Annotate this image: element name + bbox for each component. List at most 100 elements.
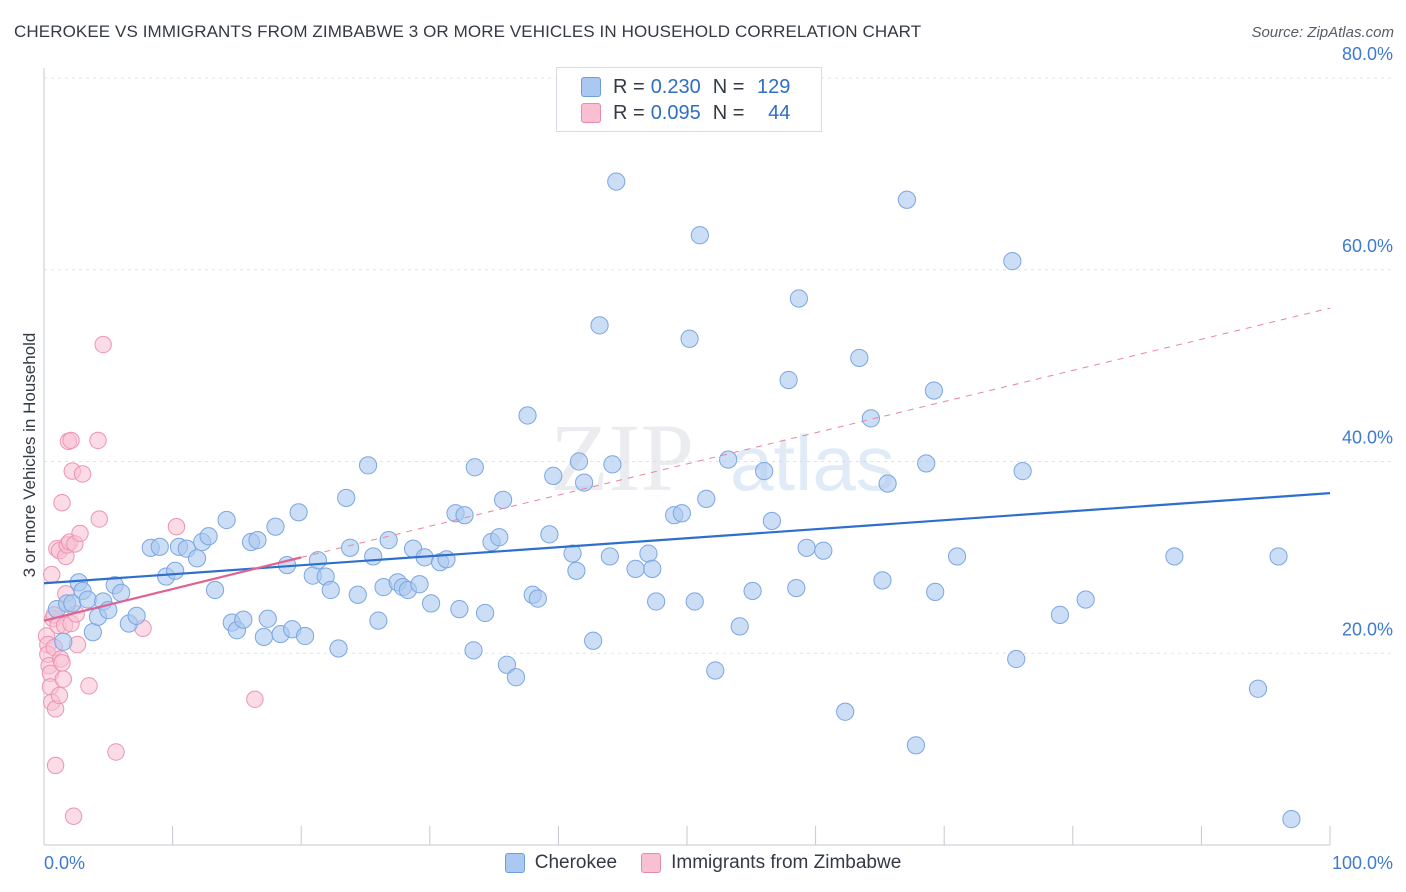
data-point (64, 807, 83, 825)
data-point (528, 589, 547, 608)
data-point (706, 661, 725, 680)
data-point (83, 623, 102, 642)
data-point (719, 450, 738, 469)
data-point (167, 517, 186, 536)
data-point (54, 670, 72, 688)
r-value: 0.095 (650, 101, 701, 124)
data-point (234, 610, 253, 629)
data-point (50, 686, 69, 705)
data-point (46, 756, 65, 775)
data-point (455, 506, 474, 525)
data-point (544, 466, 563, 485)
data-point (814, 541, 833, 560)
data-point (506, 668, 526, 687)
data-point (437, 550, 456, 569)
data-point (639, 544, 658, 563)
data-point (421, 594, 441, 613)
data-point (755, 461, 774, 481)
data-point (603, 455, 622, 474)
data-point (54, 632, 73, 651)
source-note: Source: ZipAtlas.com (1251, 24, 1394, 41)
trend-lines (43, 307, 1331, 622)
data-point (878, 474, 897, 493)
legend-item-cherokee[interactable]: Cherokee (504, 852, 618, 874)
zimbabwe-swatch (641, 853, 662, 873)
data-point (266, 517, 285, 536)
data-point (743, 581, 762, 601)
data-point (685, 592, 704, 611)
n-key: N = (712, 75, 745, 98)
data-point (107, 743, 125, 761)
data-point (379, 531, 398, 550)
data-point (497, 655, 517, 674)
data-point (62, 431, 80, 450)
r-value: 0.230 (650, 75, 701, 98)
data-point (43, 565, 61, 584)
series-immigrants-from-zimbabwe (37, 335, 264, 825)
data-point (873, 571, 892, 590)
data-point (567, 561, 586, 580)
data-point (289, 503, 308, 522)
tick-labels: 20.0% 40.0% 60.0% 80.0% 0.0% 100.0% (44, 44, 1393, 873)
legend-label: Cherokee (534, 852, 618, 873)
data-point (364, 547, 383, 566)
r-key: R = (613, 101, 645, 124)
stats-row-zimbabwe: R = 0.095 N = 44 (581, 101, 790, 125)
data-point (1003, 252, 1022, 271)
data-point (779, 370, 798, 390)
stats-legend: R = 0.230 N = 129 R = 0.095 N = 44 (556, 67, 822, 132)
data-point (926, 582, 945, 601)
y-tick-label: 80.0% (1342, 44, 1393, 64)
data-point (465, 458, 484, 477)
data-point (295, 626, 315, 646)
data-point (494, 490, 513, 509)
data-point (246, 690, 264, 708)
data-point (518, 406, 537, 425)
data-point (836, 702, 855, 721)
data-point (112, 583, 131, 602)
series-legend: Cherokee Immigrants from Zimbabwe (0, 852, 1406, 874)
data-point (680, 329, 699, 348)
data-point (787, 578, 806, 598)
data-point (348, 585, 367, 604)
data-point (690, 226, 709, 245)
y-tick-label: 60.0% (1342, 236, 1393, 256)
y-tick-label: 20.0% (1342, 619, 1393, 639)
n-value: 129 (757, 75, 791, 98)
data-point (464, 641, 483, 660)
cherokee-swatch (504, 853, 525, 873)
data-point (89, 431, 107, 450)
stats-row-cherokee: R = 0.230 N = 129 (581, 75, 790, 99)
data-point (762, 511, 781, 531)
data-point (861, 409, 880, 428)
y-tick-label: 40.0% (1342, 428, 1393, 448)
data-point (626, 559, 645, 578)
data-point (248, 531, 267, 550)
legend-item-zimbabwe[interactable]: Immigrants from Zimbabwe (641, 852, 901, 874)
data-point (672, 504, 691, 523)
watermark: ZIP atlas (550, 404, 895, 511)
data-point (917, 454, 936, 473)
data-point (697, 489, 716, 508)
data-point (797, 538, 816, 557)
data-point (1013, 461, 1032, 481)
data-point (1165, 547, 1184, 566)
trend-line-zimbabwe (43, 556, 302, 622)
data-point (1076, 590, 1095, 609)
data-point (321, 580, 340, 600)
data-point (850, 348, 869, 368)
legend-label: Immigrants from Zimbabwe (671, 852, 902, 873)
data-point (71, 524, 89, 543)
data-point (53, 654, 71, 672)
chart-title: CHEROKEE VS IMMIGRANTS FROM ZIMBABWE 3 O… (14, 22, 922, 41)
data-point (540, 525, 559, 544)
cherokee-swatch (581, 77, 601, 97)
data-point (450, 600, 469, 619)
data-point (590, 316, 609, 335)
series-cherokee (47, 172, 1301, 829)
data-point (217, 510, 236, 530)
data-point (569, 452, 589, 471)
data-point (127, 606, 146, 625)
data-point (78, 590, 97, 609)
